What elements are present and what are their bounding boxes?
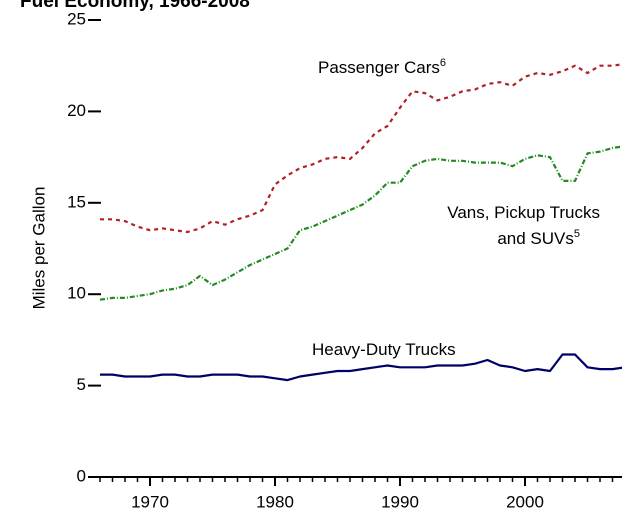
x-tick-label: 1980 <box>256 492 294 511</box>
y-tick-label: 0 <box>77 466 86 485</box>
series-line <box>100 63 622 234</box>
y-axis-label: Miles per Gallon <box>29 187 48 310</box>
series-name-line2: and SUVs <box>497 229 574 248</box>
x-tick-label: 1990 <box>381 492 419 511</box>
series-name: Vans, Pickup Trucks <box>447 203 600 222</box>
series-line <box>100 353 622 382</box>
series-label: Vans, Pickup Trucks <box>447 203 600 222</box>
x-tick-label: 1970 <box>131 492 169 511</box>
series-name: Passenger Cars <box>318 58 440 77</box>
series-name: Heavy-Duty Trucks <box>312 340 456 359</box>
y-tick-label: 20 <box>67 101 86 120</box>
x-tick-label: 2000 <box>506 492 544 511</box>
y-tick-label: 25 <box>67 9 86 28</box>
y-tick-label: 5 <box>77 375 86 394</box>
series-line <box>99 145 622 301</box>
series-label: and SUVs5 <box>497 228 580 249</box>
series-label: Passenger Cars6 <box>318 57 446 78</box>
y-tick-label: 15 <box>67 192 86 211</box>
chart-title: Fuel Economy, 1966-2008 <box>20 0 250 12</box>
y-tick-label: 10 <box>67 284 86 303</box>
series-sup: 6 <box>440 57 446 69</box>
series-label: Heavy-Duty Trucks <box>312 340 456 359</box>
series-sup: 5 <box>574 228 580 240</box>
